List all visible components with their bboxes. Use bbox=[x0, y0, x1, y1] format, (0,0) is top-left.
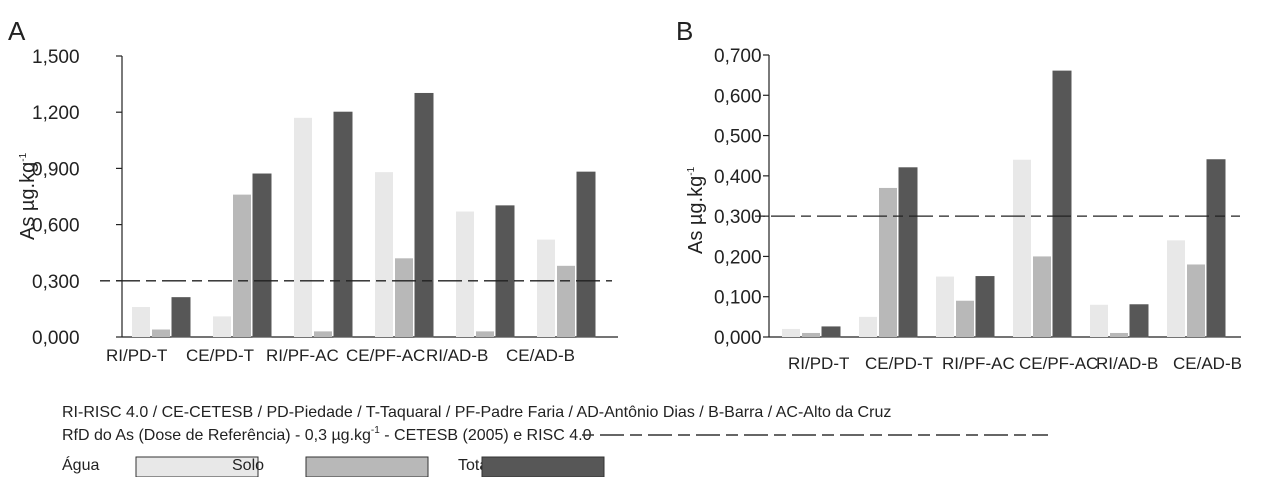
chart-b-bars bbox=[782, 70, 1226, 338]
category-label: RI/AD-B bbox=[426, 346, 488, 365]
bar-gua-4 bbox=[1013, 159, 1031, 337]
chart-b: B 0,000 0,100 0,200 0,300 0,400 0,500 0,600 0,7… bbox=[676, 16, 1242, 373]
chart-a-y-axis bbox=[116, 55, 618, 338]
legend-label-1: Água bbox=[62, 455, 99, 474]
abbreviation-key: RI-RISC 4.0 / CE-CETESB / PD-Piedade / T… bbox=[62, 404, 891, 421]
rfd-note: RfD do As (Dose de Referência) - 0,3 µg.… bbox=[62, 425, 592, 444]
legend-swatch-1 bbox=[135, 456, 259, 477]
bar-gua-1 bbox=[782, 328, 800, 337]
bar-total-6 bbox=[1206, 159, 1226, 338]
bar-total-3 bbox=[975, 276, 995, 338]
bar-solo-3 bbox=[956, 300, 974, 337]
y-tick-label: 1,200 bbox=[32, 103, 80, 124]
y-tick-label: 0,700 bbox=[714, 46, 762, 67]
y-tick-label: 0,200 bbox=[714, 247, 762, 268]
category-label: RI/PF-AC bbox=[266, 346, 339, 365]
chart-b-panel-letter: B bbox=[676, 16, 693, 46]
category-label: RI/PD-T bbox=[106, 346, 167, 365]
legend: Água Solo Total bbox=[62, 455, 605, 477]
bar-gua-3 bbox=[294, 117, 312, 337]
legend-swatch-3 bbox=[481, 456, 605, 477]
chart-b-y-tick-labels: 0,000 0,100 0,200 0,300 0,400 0,500 0,600 0,700 bbox=[714, 46, 762, 349]
bar-solo-3 bbox=[314, 331, 332, 337]
y-tick-label: 0,400 bbox=[714, 167, 762, 188]
bar-solo-5 bbox=[476, 331, 494, 337]
legend-swatch-2 bbox=[305, 456, 429, 477]
y-tick-label: 0,300 bbox=[714, 207, 762, 228]
bar-solo-5 bbox=[1110, 332, 1128, 337]
bar-total-1 bbox=[821, 326, 841, 338]
bar-gua-3 bbox=[936, 276, 954, 337]
y-tick-label: 0,300 bbox=[32, 272, 80, 293]
chart-a: A 0,000 0,300 0,600 0,900 1,200 1,500 RI/PD-T… bbox=[8, 16, 618, 365]
bar-solo-1 bbox=[152, 329, 170, 337]
bar-gua-5 bbox=[1090, 304, 1108, 337]
bar-gua-6 bbox=[1167, 240, 1185, 337]
category-label: RI/PF-AC bbox=[942, 354, 1015, 373]
category-label: CE/PF-AC bbox=[1019, 354, 1098, 373]
bar-gua-5 bbox=[456, 211, 474, 337]
category-label: CE/AD-B bbox=[506, 346, 575, 365]
chart-a-bars bbox=[132, 92, 596, 338]
bar-gua-1 bbox=[132, 307, 150, 337]
bar-solo-6 bbox=[1187, 264, 1205, 337]
y-tick-label: 0,500 bbox=[714, 127, 762, 148]
y-tick-label: 0,600 bbox=[32, 216, 80, 237]
y-tick-label: 1,500 bbox=[32, 47, 80, 68]
bar-gua-6 bbox=[537, 239, 555, 337]
y-tick-label: 0,900 bbox=[32, 159, 80, 180]
chart-a-y-tick-labels: 0,000 0,300 0,600 0,900 1,200 1,500 bbox=[32, 47, 80, 349]
y-tick-label: 0,000 bbox=[32, 328, 80, 349]
bar-solo-2 bbox=[879, 187, 897, 337]
chart-a-category-labels: RI/PD-T CE/PD-T RI/PF-AC CE/PF-AC RI/AD-B CE/… bbox=[106, 346, 575, 365]
bar-total-1 bbox=[171, 297, 191, 338]
bar-gua-4 bbox=[375, 172, 393, 337]
bar-solo-4 bbox=[1033, 256, 1051, 337]
y-tick-label: 0,100 bbox=[714, 288, 762, 309]
bar-gua-2 bbox=[213, 316, 231, 337]
bar-solo-1 bbox=[802, 332, 820, 337]
chart-a-panel-letter: A bbox=[8, 16, 26, 46]
legend-label-2: Solo bbox=[232, 457, 264, 474]
bar-total-5 bbox=[1129, 304, 1149, 338]
category-label: CE/PF-AC bbox=[346, 346, 425, 365]
y-tick-label: 0,600 bbox=[714, 86, 762, 107]
y-tick-label: 0,000 bbox=[714, 328, 762, 349]
bar-total-3 bbox=[333, 111, 353, 338]
chart-a-y-axis-label: As µg.kg-1 bbox=[17, 152, 39, 240]
category-label: RI/AD-B bbox=[1096, 354, 1158, 373]
bar-gua-2 bbox=[859, 316, 877, 337]
category-label: CE/AD-B bbox=[1173, 354, 1242, 373]
bar-total-4 bbox=[414, 92, 434, 338]
bar-total-2 bbox=[898, 167, 918, 338]
bar-total-2 bbox=[252, 173, 272, 338]
category-label: CE/PD-T bbox=[865, 354, 933, 373]
bar-total-6 bbox=[576, 171, 596, 338]
bar-solo-6 bbox=[557, 265, 575, 337]
bar-solo-4 bbox=[395, 258, 413, 337]
bar-total-4 bbox=[1052, 70, 1072, 338]
chart-b-y-axis-label: As µg.kg-1 bbox=[685, 166, 707, 254]
bar-total-5 bbox=[495, 205, 515, 338]
category-label: CE/PD-T bbox=[186, 346, 254, 365]
bar-solo-2 bbox=[233, 194, 251, 337]
category-label: RI/PD-T bbox=[788, 354, 849, 373]
